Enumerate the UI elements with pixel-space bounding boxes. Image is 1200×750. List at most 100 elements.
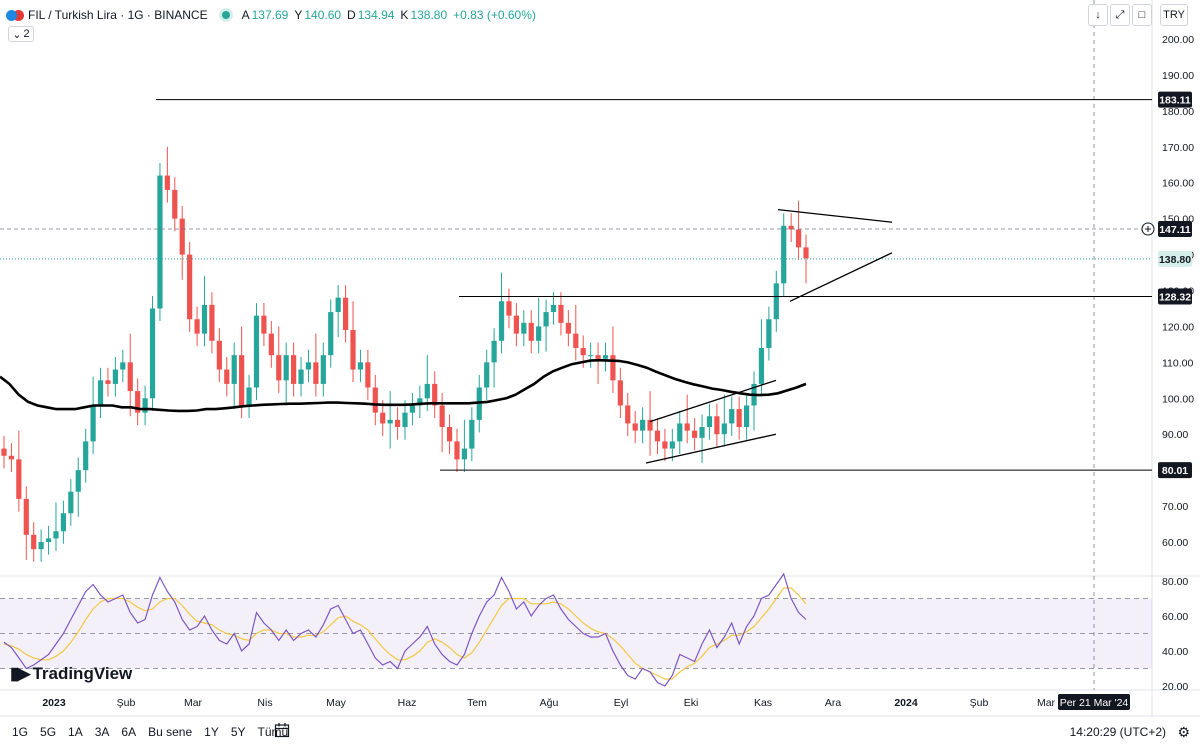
symbol-title[interactable]: FIL / Turkish Lira · 1G · BINANCE <box>28 8 208 22</box>
candle-body <box>795 229 802 248</box>
maximize-button[interactable]: □ <box>1132 4 1152 26</box>
candle-body <box>8 455 15 460</box>
open-label: A <box>241 8 250 22</box>
candle-body <box>721 423 727 435</box>
candle-body <box>446 427 453 442</box>
candle-body <box>112 369 118 384</box>
candle-body <box>417 398 423 406</box>
range-5y[interactable]: 5Y <box>230 725 246 739</box>
range-3a[interactable]: 3A <box>94 725 110 739</box>
rsi-tick-label: 80.00 <box>1162 576 1188 588</box>
candle-body <box>305 362 312 370</box>
candle-body <box>729 409 735 424</box>
change-value: +0.83 (+0.60%) <box>453 8 536 22</box>
x-tick-label: Kas <box>754 697 772 709</box>
price-label: 128.32 <box>1159 292 1191 304</box>
candle-body <box>97 380 104 406</box>
candle-body <box>224 369 230 384</box>
y-tick-label: 160.00 <box>1162 178 1194 190</box>
price-label-box <box>1158 91 1192 108</box>
candle-body <box>692 430 698 438</box>
candle-body <box>142 398 148 413</box>
candle-body <box>513 315 519 334</box>
candle-body <box>781 225 787 284</box>
candle-body <box>469 419 475 449</box>
channel-lower-line <box>645 433 777 464</box>
candle-body <box>617 380 623 406</box>
candle-body <box>239 355 245 406</box>
candle-body <box>803 247 809 259</box>
candle-body <box>38 542 44 550</box>
x-tick-label: Eki <box>684 697 699 709</box>
candle-body <box>372 387 378 413</box>
candles <box>1 146 809 562</box>
candle-body <box>68 491 74 514</box>
candle-body <box>758 347 765 384</box>
candle-body <box>773 283 779 320</box>
candle-body <box>662 441 668 449</box>
candle-body <box>268 333 274 356</box>
currency-select[interactable]: TRY <box>1160 4 1188 26</box>
candle-body <box>60 513 67 532</box>
candle-body <box>90 405 96 442</box>
rsi-tick-label: 20.00 <box>1162 681 1188 693</box>
square-icon: □ <box>1138 9 1146 21</box>
calendar-icon[interactable] <box>274 722 290 738</box>
candle-body <box>149 308 156 399</box>
y-tick-label: 100.00 <box>1162 393 1194 405</box>
candle-body <box>127 362 133 392</box>
candle-body <box>714 416 720 435</box>
candle-body <box>736 409 742 428</box>
fullscreen-button[interactable]: ⤢ <box>1110 4 1130 26</box>
candle-body <box>216 340 222 370</box>
candle-body <box>632 423 638 431</box>
scroll-down-button[interactable]: ↓ <box>1088 4 1108 26</box>
candle-body <box>528 322 534 341</box>
range-1g[interactable]: 1G <box>12 725 29 739</box>
candle-body <box>194 319 200 334</box>
candle-body <box>16 459 22 499</box>
range-1a[interactable]: 1A <box>68 725 83 739</box>
x-tick-label: Mar <box>184 697 203 709</box>
candle-body <box>1 448 7 456</box>
rsi-tick-label: 60.00 <box>1162 611 1188 623</box>
candle-body <box>706 416 713 428</box>
range-6a[interactable]: 6A <box>121 725 137 739</box>
clock-label[interactable]: 14:20:29 (UTC+2) <box>1069 725 1166 739</box>
candle-body <box>461 448 468 460</box>
chart-header: FIL / Turkish Lira · 1G · BINANCE A 137.6… <box>6 6 542 24</box>
gear-icon[interactable]: ⚙ <box>1177 724 1190 740</box>
range-5g[interactable]: 5G <box>40 725 57 739</box>
candle-body <box>743 405 750 428</box>
chevron-down-icon: ⌄ <box>12 28 22 41</box>
low-value: 134.94 <box>357 8 395 22</box>
x-tick-label: Haz <box>398 697 417 709</box>
brand-label: TradingView <box>32 664 133 683</box>
candle-body <box>788 225 794 230</box>
candle-body <box>350 330 356 370</box>
crosshair-date-label: Per 21 Mar '24 <box>1060 697 1129 709</box>
candle-body <box>536 326 542 341</box>
x-tick-label: Tem <box>467 697 487 709</box>
candle-body <box>23 498 29 535</box>
candle-body <box>231 355 237 384</box>
triangle-upper-line <box>777 209 893 223</box>
candle-body <box>506 301 512 316</box>
legend-toggle-button[interactable]: ⌄ 2 <box>8 26 34 42</box>
candle-body <box>394 419 401 428</box>
y-tick-label: 190.00 <box>1162 70 1194 82</box>
y-tick-label: 180.00 <box>1162 106 1194 118</box>
candle-body <box>283 355 289 381</box>
candle-body <box>164 175 170 190</box>
bottom-toolbar: 1G 5G 1A 3A 6A Bu sene 1Y 5Y Tümü <box>0 718 1200 746</box>
candle-body <box>187 254 193 320</box>
range-ytd[interactable]: Bu sene <box>148 725 193 739</box>
x-tick-label: 2024 <box>894 697 918 709</box>
high-label: Y <box>294 8 303 22</box>
range-1y[interactable]: 1Y <box>204 725 219 739</box>
candle-body <box>684 423 690 431</box>
open-value: 137.69 <box>251 8 289 22</box>
crosshair-date-box <box>1058 694 1130 710</box>
